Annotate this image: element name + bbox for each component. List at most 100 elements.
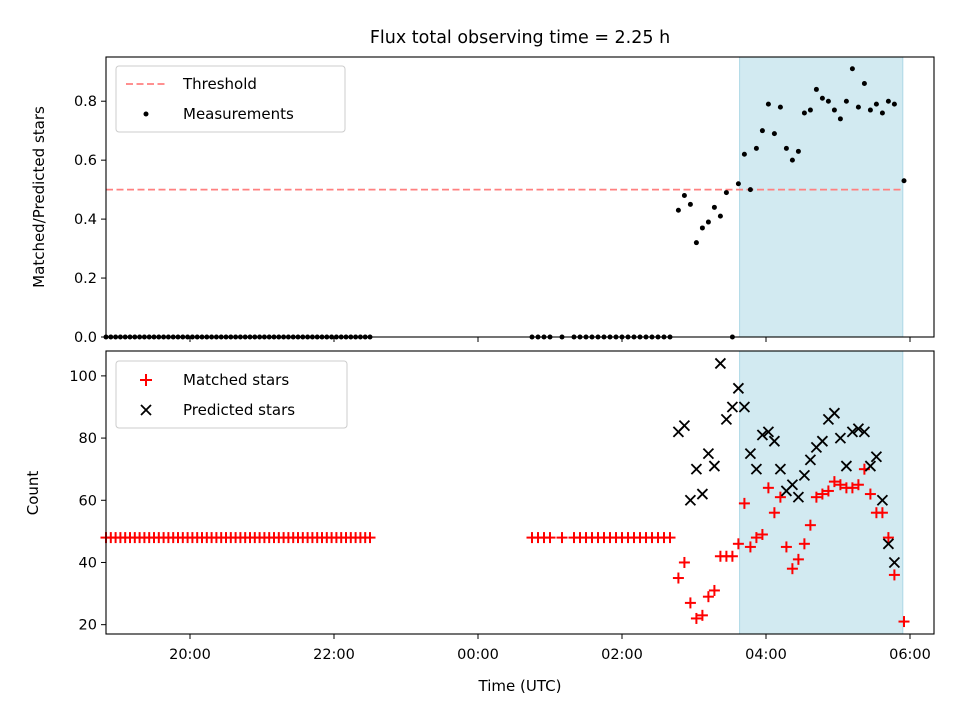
matched-star-point <box>816 488 828 500</box>
measurement-point <box>711 204 717 210</box>
measurement-point <box>837 116 843 122</box>
measurement-point <box>777 104 783 110</box>
measurement-point <box>741 151 747 157</box>
predicted-star-point <box>678 420 691 432</box>
legend-predicted-label: Predicted stars <box>183 401 295 419</box>
matched-star-point <box>834 479 846 491</box>
bottom-axes-frame <box>105 350 935 635</box>
top-y-axis-label: Matched/Predicted stars <box>30 106 48 288</box>
matched-star-point <box>898 616 910 628</box>
measurement-point <box>855 104 861 110</box>
predicted-star-point <box>888 556 901 569</box>
matched-star-point <box>690 612 702 624</box>
measurement-point <box>705 219 711 225</box>
measurement-point <box>753 145 759 151</box>
matched-star-point <box>786 563 798 575</box>
predicted-star-point <box>792 491 805 503</box>
matched-star-point <box>810 491 822 503</box>
measurement-point <box>867 107 873 113</box>
measurement-point <box>807 107 813 113</box>
matched-star-point <box>876 507 888 519</box>
top-y-tick-label: 0.2 <box>74 271 97 287</box>
bottom-legend: Matched stars Predicted stars <box>115 360 348 429</box>
matched-star-point <box>726 550 738 562</box>
bottom-x-tick-label: 20:00 <box>169 647 211 663</box>
predicted-star-point <box>882 538 895 550</box>
predicted-star-point <box>762 426 775 438</box>
top-legend-box <box>115 65 346 133</box>
matched-star-point <box>744 541 756 553</box>
matched-star-point <box>762 482 774 494</box>
legend-measurements-swatch <box>143 111 149 117</box>
predicted-star-point <box>684 494 697 506</box>
measurement-point <box>795 148 801 154</box>
predicted-star-point <box>774 463 787 475</box>
matched-star-point <box>544 532 556 544</box>
top-axes-frame <box>105 56 935 338</box>
predicted-star-point <box>786 479 799 491</box>
measurement-point <box>861 81 867 87</box>
bottom-y-axis-label: Count <box>24 471 42 516</box>
measurement-point <box>687 201 693 207</box>
bottom-x-tick-label: 22:00 <box>313 647 355 663</box>
measurement-point <box>735 181 741 187</box>
measurement-point <box>901 178 907 184</box>
predicted-star-point <box>816 435 829 447</box>
matched-star-point <box>822 485 834 497</box>
predicted-star-point <box>876 494 889 506</box>
predicted-star-point <box>750 463 763 475</box>
measurement-point <box>765 101 771 107</box>
predicted-star-point <box>696 488 709 500</box>
predicted-star-point <box>846 426 859 438</box>
matched-star-point <box>864 488 876 500</box>
predicted-star-point <box>702 447 715 460</box>
matched-star-point <box>852 479 864 491</box>
top-legend: Threshold Measurements <box>115 65 346 133</box>
predicted-star-point <box>690 463 703 475</box>
matched-star-point <box>708 584 720 596</box>
matched-star-point <box>732 538 744 550</box>
matched-star-point <box>798 538 810 550</box>
measurement-point <box>699 225 705 231</box>
matched-star-point <box>804 519 816 531</box>
measurement-point <box>801 110 807 116</box>
matched-star-point <box>888 569 900 581</box>
predicted-star-point <box>708 460 721 472</box>
measurement-point <box>789 157 795 163</box>
legend-matched-swatch <box>140 374 152 386</box>
matched-star-point <box>364 532 376 544</box>
measurement-point <box>891 101 897 107</box>
measurement-point <box>747 187 753 193</box>
predicted-star-point <box>756 429 769 441</box>
measurement-point <box>717 213 723 219</box>
measurement-point <box>843 98 849 104</box>
measurement-point <box>813 86 819 92</box>
matched-star-point <box>684 597 696 609</box>
predicted-star-point <box>768 435 781 447</box>
predicted-star-point <box>726 401 739 413</box>
measurement-point <box>825 98 831 104</box>
top-y-tick-label: 0.6 <box>74 153 97 169</box>
top-y-tick-label: 0.8 <box>74 94 97 110</box>
predicted-star-point <box>852 423 865 435</box>
predicted-star-point <box>828 407 841 419</box>
matched-star-point <box>774 491 786 503</box>
predicted-star-point <box>804 454 817 466</box>
predicted-star-point <box>714 357 727 370</box>
measurement-point <box>879 110 885 116</box>
matched-star-point <box>664 532 676 544</box>
measurement-point <box>783 145 789 151</box>
matched-star-point <box>696 609 708 621</box>
predicted-star-point <box>870 451 883 463</box>
matched-star-point <box>846 482 858 494</box>
bottom-legend-box <box>115 360 348 429</box>
bottom-highlight-span <box>739 350 904 635</box>
bottom-y-tick-label: 20 <box>79 618 97 634</box>
bottom-y-tick-label: 100 <box>69 369 97 385</box>
bottom-panel: 20 40 60 80 100 20:00 22:00 00:00 02:00 04:00 06:… <box>24 350 935 695</box>
measurement-point <box>693 240 699 246</box>
legend-matched-label: Matched stars <box>183 371 289 389</box>
measurement-point <box>759 128 765 134</box>
matched-star-point <box>556 532 568 544</box>
